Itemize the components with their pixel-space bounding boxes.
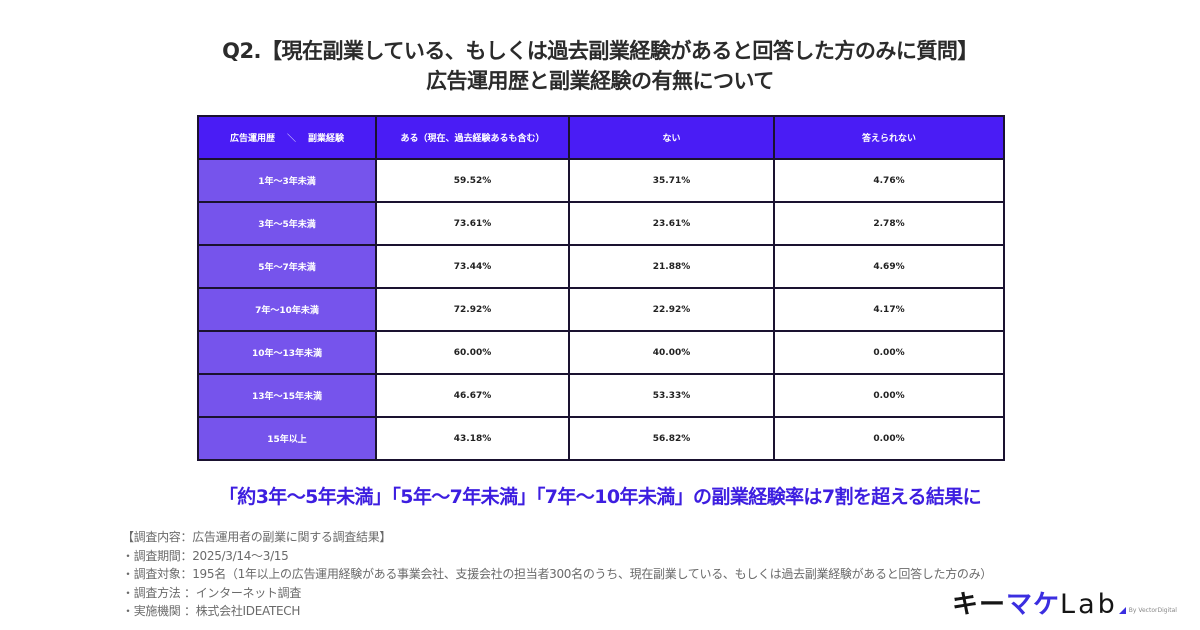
table-row: 7年〜10年未満 72.92% 22.92% 4.17% xyxy=(197,287,1005,332)
corner-right-label: 副業経験 xyxy=(308,134,345,144)
row-label: 15年以上 xyxy=(197,416,377,461)
logo-part-lab: Lab xyxy=(1060,589,1118,620)
title-line-1: Q2.【現在副業している、もしくは過去副業経験があると回答した方のみに質問】 xyxy=(222,39,978,63)
logo-part-ki: キー xyxy=(952,590,1007,620)
cell-no-answer: 4.76% xyxy=(773,158,1005,203)
corner-left-label: 広告運用歴 xyxy=(229,134,275,144)
row-label: 3年〜5年未満 xyxy=(197,201,377,246)
table-row: 13年〜15年未満 46.67% 53.33% 0.00% xyxy=(197,373,1005,418)
note-survey-content: 【調査内容：広告運用者の副業に関する調査結果】 xyxy=(122,530,392,544)
corner-header-cell: 広告運用歴 ＼ 副業経験 xyxy=(197,115,377,160)
cell-no: 21.88% xyxy=(568,244,775,289)
table-header-row: 広告運用歴 ＼ 副業経験 ある（現在、過去経験あるも含む） ない 答えられない xyxy=(197,115,1005,160)
survey-notes: 【調査内容：広告運用者の副業に関する調査結果】 ・調査期間：2025/3/14〜… xyxy=(122,528,992,621)
note-survey-org: ・実施機関 ：株式会社IDEATECH xyxy=(122,604,301,618)
row-label: 1年〜3年未満 xyxy=(197,158,377,203)
cell-no-answer: 4.69% xyxy=(773,244,1005,289)
cell-yes: 73.61% xyxy=(375,201,570,246)
note-survey-target: ・調査対象：195名（1年以上の広告運用経験がある事業会社、支援会社の担当者30… xyxy=(122,567,992,581)
cell-no: 23.61% xyxy=(568,201,775,246)
row-label: 10年〜13年未満 xyxy=(197,330,377,375)
cell-no: 40.00% xyxy=(568,330,775,375)
row-label: 5年〜7年未満 xyxy=(197,244,377,289)
cell-no-answer: 2.78% xyxy=(773,201,1005,246)
cell-yes: 73.44% xyxy=(375,244,570,289)
cell-yes: 72.92% xyxy=(375,287,570,332)
cell-no: 35.71% xyxy=(568,158,775,203)
table-row: 1年〜3年未満 59.52% 35.71% 4.76% xyxy=(197,158,1005,203)
note-survey-method: ・調査方法 ：インターネット調査 xyxy=(122,585,302,600)
table-row: 5年〜7年未満 73.44% 21.88% 4.69% xyxy=(197,244,1005,289)
brand-logo: キー マケ Lab By VectorDigital xyxy=(952,589,1177,621)
summary-headline: 「約3年〜5年未満」「5年〜7年未満」「7年〜10年未満」の副業経験率は7割を超… xyxy=(218,486,982,508)
page-title: Q2.【現在副業している、もしくは過去副業経験があると回答した方のみに質問】 広… xyxy=(0,36,1200,96)
results-table: 広告運用歴 ＼ 副業経験 ある（現在、過去経験あるも含む） ない 答えられない 1年… xyxy=(197,115,1005,461)
cell-no-answer: 4.17% xyxy=(773,287,1005,332)
cell-yes: 60.00% xyxy=(375,330,570,375)
column-header-yes: ある（現在、過去経験あるも含む） xyxy=(375,115,570,160)
cell-no: 22.92% xyxy=(568,287,775,332)
corner-slash: ＼ xyxy=(286,134,296,144)
column-header-no: ない xyxy=(568,115,775,160)
cell-yes: 43.18% xyxy=(375,416,570,461)
table-row: 10年〜13年未満 60.00% 40.00% 0.00% xyxy=(197,330,1005,375)
logo-byline: By VectorDigital xyxy=(1128,607,1177,614)
cell-yes: 59.52% xyxy=(375,158,570,203)
table-row: 15年以上 43.18% 56.82% 0.00% xyxy=(197,416,1005,461)
title-line-2: 広告運用歴と副業経験の有無について xyxy=(426,69,774,93)
row-label: 13年〜15年未満 xyxy=(197,373,377,418)
note-survey-period: ・調査期間：2025/3/14〜3/15 xyxy=(122,548,289,563)
table-row: 3年〜5年未満 73.61% 23.61% 2.78% xyxy=(197,201,1005,246)
cell-no-answer: 0.00% xyxy=(773,330,1005,375)
cell-no-answer: 0.00% xyxy=(773,416,1005,461)
logo-part-make: マケ xyxy=(1006,590,1061,620)
cell-yes: 46.67% xyxy=(375,373,570,418)
cell-no: 53.33% xyxy=(568,373,775,418)
cell-no: 56.82% xyxy=(568,416,775,461)
cell-no-answer: 0.00% xyxy=(773,373,1005,418)
column-header-no-answer: 答えられない xyxy=(773,115,1005,160)
row-label: 7年〜10年未満 xyxy=(197,287,377,332)
logo-triangle-icon xyxy=(1118,607,1126,614)
